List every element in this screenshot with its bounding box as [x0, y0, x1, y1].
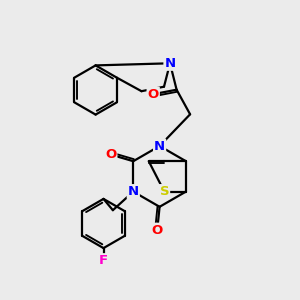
Text: N: N — [164, 57, 175, 70]
Text: N: N — [128, 185, 139, 198]
Text: S: S — [160, 185, 169, 198]
Text: F: F — [99, 254, 108, 267]
Text: O: O — [105, 148, 116, 161]
Text: O: O — [148, 88, 159, 101]
Text: N: N — [154, 140, 165, 152]
Text: O: O — [152, 224, 163, 237]
